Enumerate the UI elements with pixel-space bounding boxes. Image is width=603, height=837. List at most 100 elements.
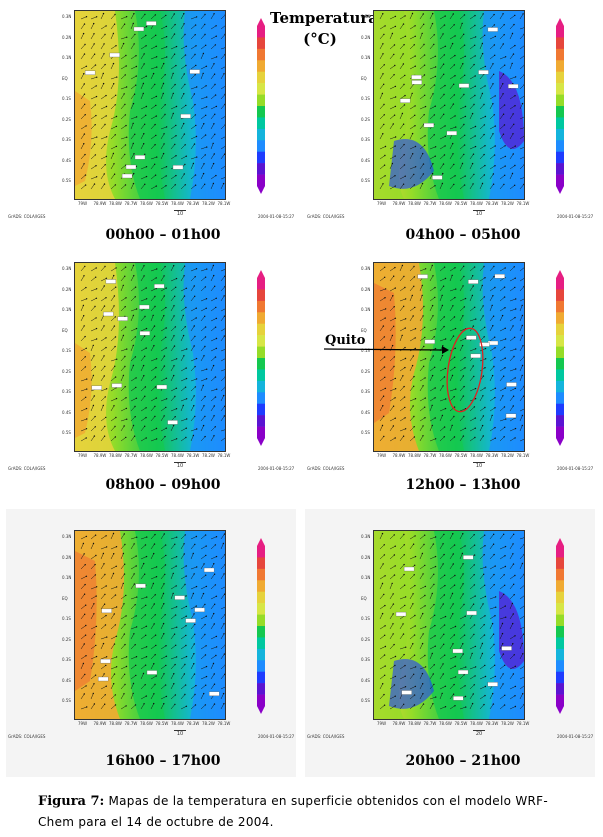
figure-caption: Figura 7: Mapas de la temperatura en sup… xyxy=(38,791,573,833)
temperature-map xyxy=(373,530,525,720)
legend-title-line1: Temperatura xyxy=(270,9,378,27)
lat-tick-label: 0.2S xyxy=(62,636,71,642)
lon-tick-label: 78.5W xyxy=(155,453,169,458)
lat-tick-label: 0.5S xyxy=(361,430,370,435)
lon-tick-label: 78.2W xyxy=(501,201,514,206)
lat-tick-label: 0.3S xyxy=(361,137,370,142)
temperature-colorbar xyxy=(555,270,565,450)
date-stamp: 2004-01-08-15:27 xyxy=(258,466,295,471)
wind-reference: 10 xyxy=(170,210,190,217)
lon-tick-label: 78.7W xyxy=(124,453,138,458)
lat-tick-label: 0.2S xyxy=(361,116,370,122)
lon-tick-label: 78.8W xyxy=(408,453,421,458)
lon-tick-label: 78.8W xyxy=(109,721,122,726)
time-label: 12h00 – 13h00 xyxy=(405,477,521,493)
lon-tick-label: 78.5W xyxy=(155,721,169,726)
legend-title-line2: (°C) xyxy=(303,30,337,48)
lat-tick-label: 0.2N xyxy=(361,286,371,292)
lon-tick-label: 78.4W xyxy=(470,453,483,458)
lon-tick-label: 78.1W xyxy=(217,453,231,458)
quito-arrow xyxy=(323,346,449,354)
temperature-colorbar xyxy=(555,18,565,198)
lat-tick-label: 0.4S xyxy=(361,409,370,415)
lon-tick-label: 78.8W xyxy=(109,453,122,458)
lat-tick-label: 0.4S xyxy=(361,677,370,683)
lon-tick-label: 78.6W xyxy=(140,201,153,206)
lon-tick-label: 78.3W xyxy=(485,201,499,206)
lat-tick-label: 0.2N xyxy=(361,34,371,40)
lon-tick-label: 78.6W xyxy=(439,721,452,726)
lon-tick-label: 79W xyxy=(377,201,387,206)
lat-tick-label: 0.1N xyxy=(62,55,72,60)
lon-tick-label: 78.5W xyxy=(155,201,169,206)
lon-tick-label: 78.3W xyxy=(485,721,499,726)
wind-reference: 10 xyxy=(469,210,489,217)
lon-tick-label: 78.6W xyxy=(439,453,452,458)
lon-tick-label: 78.1W xyxy=(217,721,231,726)
lat-tick-label: 0.1N xyxy=(62,307,72,312)
lat-tick-label: EQ xyxy=(62,595,68,601)
lat-tick-label: 0.2N xyxy=(361,554,371,560)
date-stamp: 2004-01-08-15:27 xyxy=(557,214,594,219)
lon-tick-label: 78.9W xyxy=(392,201,406,206)
lat-tick-label: EQ xyxy=(361,595,367,601)
lon-tick-label: 78.8W xyxy=(408,201,421,206)
lat-tick-label: 0.3S xyxy=(62,389,71,394)
lat-tick-label: 0.2S xyxy=(361,636,370,642)
date-stamp: 2004-01-08-15:27 xyxy=(258,214,295,219)
grads-credit: GrADS: COLA/IGES xyxy=(307,466,345,471)
temperature-colorbar xyxy=(555,538,565,718)
lon-tick-label: 78.1W xyxy=(217,201,231,206)
temperature-colorbar xyxy=(256,18,266,198)
lat-tick-label: 0.3S xyxy=(361,389,370,394)
temperature-map xyxy=(373,10,525,200)
grads-credit: GrADS: COLA/IGES xyxy=(8,214,46,219)
lon-tick-label: 78.6W xyxy=(140,453,153,458)
grads-credit: GrADS: COLA/IGES xyxy=(8,734,46,739)
lat-tick-label: 0.3S xyxy=(62,657,71,662)
lat-tick-label: 0.1N xyxy=(62,575,72,580)
lon-tick-label: 78.5W xyxy=(454,453,468,458)
temperature-map xyxy=(74,530,226,720)
grads-credit: GrADS: COLA/IGES xyxy=(307,214,345,219)
lon-tick-label: 78.7W xyxy=(423,721,437,726)
lon-tick-label: 78.7W xyxy=(423,453,437,458)
lat-tick-label: 0.1N xyxy=(361,55,371,60)
lon-tick-label: 79W xyxy=(377,453,387,458)
date-stamp: 2004-01-08-15:27 xyxy=(258,734,295,739)
lon-tick-label: 79W xyxy=(78,721,88,726)
date-stamp: 2004-01-08-15:27 xyxy=(557,734,594,739)
lat-tick-label: 0.4S xyxy=(62,409,71,415)
lat-tick-label: 0.3N xyxy=(361,534,371,539)
legend-title: Temperatura (°C) xyxy=(270,8,378,50)
lon-tick-label: 78.8W xyxy=(408,721,421,726)
lat-tick-label: 0.2N xyxy=(62,34,72,40)
lon-tick-label: 78.4W xyxy=(171,721,184,726)
lon-tick-label: 78.9W xyxy=(93,201,107,206)
time-label: 04h00 – 05h00 xyxy=(405,227,521,243)
lat-tick-label: 0.1S xyxy=(62,348,71,353)
lon-tick-label: 78.3W xyxy=(186,453,200,458)
quito-ellipse xyxy=(446,327,484,413)
lat-tick-label: 0.1S xyxy=(62,96,71,101)
lon-tick-label: 78.4W xyxy=(171,201,184,206)
lon-tick-label: 78.2W xyxy=(501,453,514,458)
quito-label: Quito xyxy=(325,333,366,348)
time-label: 20h00 – 21h00 xyxy=(405,753,521,769)
lon-tick-label: 78.4W xyxy=(470,721,483,726)
time-label: 00h00 – 01h00 xyxy=(105,227,221,243)
lat-tick-label: 0.5S xyxy=(62,178,71,183)
lat-tick-label: 0.2S xyxy=(62,116,71,122)
lat-tick-label: 0.3N xyxy=(62,534,72,539)
lon-tick-label: 78.1W xyxy=(516,201,530,206)
lat-tick-label: 0.5S xyxy=(361,178,370,183)
lat-tick-label: 0.1S xyxy=(62,616,71,621)
lon-tick-label: 79W xyxy=(78,453,88,458)
lon-tick-label: 78.8W xyxy=(109,201,122,206)
lat-tick-label: 0.3S xyxy=(361,657,370,662)
lon-tick-label: 79W xyxy=(377,721,387,726)
lat-tick-label: 0.1S xyxy=(361,616,370,621)
temperature-colorbar xyxy=(256,538,266,718)
lat-tick-label: 0.3N xyxy=(62,14,72,19)
temperature-colorbar xyxy=(256,270,266,450)
